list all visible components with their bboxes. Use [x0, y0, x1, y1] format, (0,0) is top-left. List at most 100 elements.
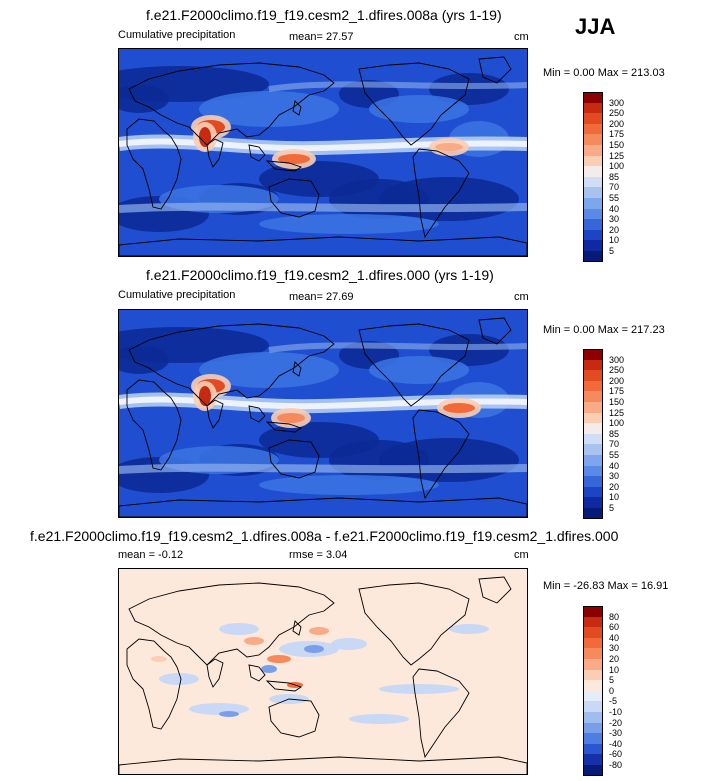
colorbar-label: 85 [609, 171, 620, 182]
colorbar-swatch [583, 476, 603, 487]
colorbar-label: 150 [609, 397, 625, 407]
panel3-rmse: rmse = 3.04 [289, 549, 348, 561]
panel1-variable: Cumulative precipitation [118, 29, 236, 41]
colorbar-label: 60 [609, 622, 620, 633]
colorbar-label: 20 [609, 224, 620, 235]
season-label: JJA [575, 14, 616, 39]
colorbar-swatch [583, 380, 603, 392]
colorbar-swatch [583, 606, 603, 617]
panel3-mean: mean = -0.12 [118, 549, 184, 561]
colorbar-swatch [583, 454, 603, 466]
colorbar-label: 70 [609, 439, 620, 450]
colorbar-label: -60 [609, 749, 623, 760]
colorbar-label: 125 [609, 150, 625, 161]
colorbar-swatch [583, 690, 603, 702]
colorbar-swatch [583, 250, 603, 262]
colorbar-label: 5 [609, 246, 615, 256]
colorbar-label: 10 [609, 492, 620, 503]
panel2-units: cm [514, 291, 529, 303]
colorbar-swatch [583, 754, 603, 765]
colorbar-label: -30 [609, 728, 623, 739]
panel3-units: cm [514, 549, 529, 561]
panel2-minmax: Min = 0.00 Max = 217.23 [543, 324, 665, 336]
colorbar-label: 30 [609, 214, 620, 225]
colorbar-swatch [583, 144, 603, 156]
panel3-title: f.e21.F2000climo.f19_f19.cesm2_1.dfires.… [30, 528, 619, 544]
panel1-minmax: Min = 0.00 Max = 213.03 [543, 67, 665, 79]
colorbar-label: 5 [609, 675, 615, 686]
colorbar-swatch [583, 197, 603, 209]
panel1-title: f.e21.F2000climo.f19_f19.cesm2_1.dfires.… [146, 7, 502, 23]
colorbar-label: 40 [609, 203, 620, 214]
colorbar-label: 100 [609, 418, 625, 429]
colorbar-label: 300 [609, 97, 625, 108]
colorbar-swatch [583, 680, 603, 691]
colorbar-label: 55 [609, 193, 620, 203]
colorbar-swatch [583, 166, 603, 177]
colorbar-swatch [583, 433, 603, 445]
panel2-map [118, 309, 528, 518]
panel1-mean: mean= 27.57 [289, 31, 354, 43]
colorbar-swatch [583, 102, 603, 114]
colorbar-swatch [583, 412, 603, 424]
colorbar-label: 30 [609, 643, 620, 654]
colorbar-swatch [583, 391, 603, 402]
colorbar-label: 30 [609, 471, 620, 482]
colorbar-swatch [583, 134, 603, 145]
colorbar-swatch [583, 176, 603, 188]
colorbar-swatch [583, 240, 603, 251]
colorbar-label: 150 [609, 140, 625, 150]
panel3-minmax: Min = -26.83 Max = 16.91 [543, 580, 669, 592]
colorbar-swatch [583, 123, 603, 135]
colorbar-swatch [583, 349, 603, 360]
colorbar-swatch [583, 370, 603, 381]
colorbar-swatch [583, 637, 603, 649]
colorbar-swatch [583, 423, 603, 434]
colorbar-label: 40 [609, 632, 620, 643]
colorbar-swatch [583, 507, 603, 519]
colorbar-swatch [583, 658, 603, 670]
colorbar-swatch [583, 764, 603, 776]
colorbar-label: 80 [609, 611, 620, 622]
panel1-map [118, 48, 528, 257]
panel3-colorbar [583, 606, 603, 776]
colorbar-label: 85 [609, 428, 620, 439]
colorbar-label: 40 [609, 460, 620, 471]
panel1-colorbar [583, 92, 603, 262]
colorbar-label: 125 [609, 407, 625, 418]
colorbar-swatch [583, 465, 603, 477]
panel3-map [118, 568, 528, 775]
panel2-colorbar [583, 349, 603, 519]
colorbar-label: 200 [609, 375, 625, 386]
colorbar-swatch [583, 359, 603, 371]
colorbar-label: 250 [609, 365, 625, 376]
colorbar-label: -80 [609, 760, 623, 770]
colorbar-swatch [583, 648, 603, 659]
colorbar-swatch [583, 733, 603, 744]
colorbar-swatch [583, 701, 603, 712]
colorbar-swatch [583, 669, 603, 681]
colorbar-swatch [583, 113, 603, 124]
colorbar-swatch [583, 155, 603, 167]
colorbar-label: -20 [609, 717, 623, 728]
colorbar-swatch [583, 711, 603, 723]
colorbar-label: 70 [609, 182, 620, 193]
colorbar-label: 0 [609, 685, 615, 696]
panel2-variable: Cumulative precipitation [118, 289, 236, 301]
colorbar-label: -40 [609, 738, 623, 749]
colorbar-label: 175 [609, 386, 625, 397]
panel2-title: f.e21.F2000climo.f19_f19.cesm2_1.dfires.… [146, 267, 494, 283]
panel2-mean: mean= 27.69 [289, 291, 354, 303]
colorbar-swatch [583, 401, 603, 413]
colorbar-label: -10 [609, 707, 623, 717]
colorbar-label: 100 [609, 161, 625, 172]
colorbar-swatch [583, 743, 603, 755]
colorbar-label: 55 [609, 450, 620, 460]
colorbar-label: 10 [609, 235, 620, 246]
colorbar-swatch [583, 229, 603, 241]
colorbar-label: 5 [609, 503, 615, 513]
colorbar-label: -5 [609, 696, 618, 707]
colorbar-label: 20 [609, 654, 620, 664]
colorbar-swatch [583, 616, 603, 628]
colorbar-swatch [583, 219, 603, 230]
